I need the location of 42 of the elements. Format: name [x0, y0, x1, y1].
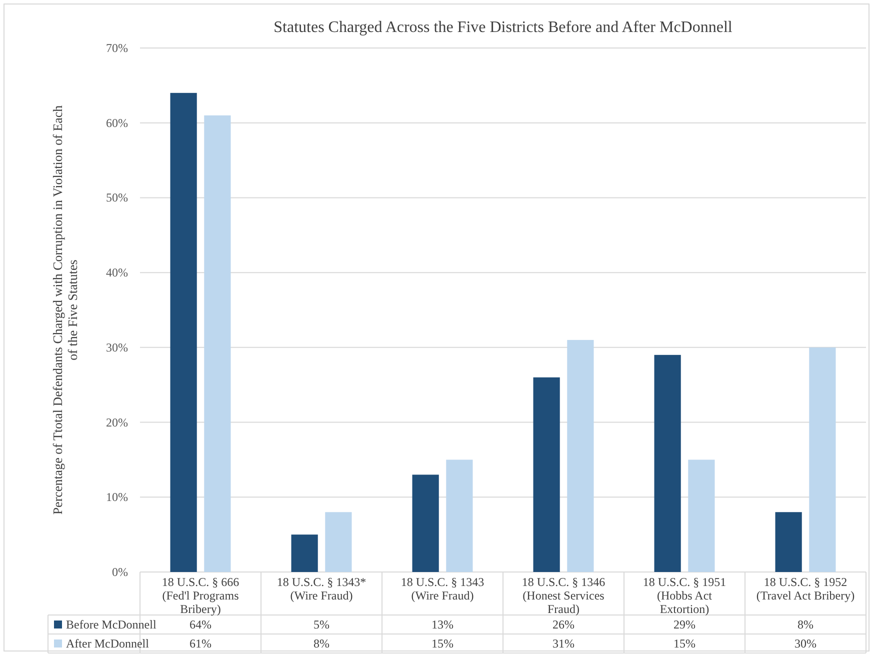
- y-tick-label: 0%: [112, 565, 128, 579]
- y-tick-label: 30%: [106, 340, 128, 354]
- legend-label: Before McDonnell: [66, 618, 157, 632]
- data-label: 61%: [190, 636, 212, 650]
- bar: [170, 92, 197, 572]
- x-tick-label: 18 U.S.C. § 1343 (Wire Fraud): [400, 575, 484, 602]
- data-label: 15%: [432, 636, 454, 650]
- chart-title: Statutes Charged Across the Five Districts Before and After McDonnell: [274, 19, 733, 36]
- x-tick-label: 18 U.S.C. § 1952 (Travel Act Bribery): [756, 575, 855, 602]
- y-tick-label: 10%: [106, 490, 128, 504]
- data-label: 31%: [552, 636, 574, 650]
- bar: [412, 474, 439, 572]
- bar: [688, 460, 715, 572]
- bar: [567, 340, 594, 572]
- data-label: 8%: [798, 618, 814, 632]
- y-axis-title: Percentage of Ttotal Defendants Charged with Corruption in Violation of Each of the Five Statutes: [50, 104, 80, 515]
- x-tick-label: 18 U.S.C. § 1951 (Hobbs Act Extortion): [642, 575, 726, 616]
- bar: [809, 347, 836, 572]
- y-tick-label: 50%: [106, 190, 128, 205]
- y-tick-label: 20%: [106, 415, 128, 430]
- bar: [654, 354, 681, 572]
- y-tick-label: 70%: [106, 41, 128, 55]
- data-label: 30%: [794, 636, 816, 650]
- bar: [775, 512, 802, 572]
- x-tick-label: 18 U.S.C. § 1343* (Wire Fraud): [276, 575, 366, 602]
- data-label: 15%: [674, 636, 696, 650]
- data-label: 26%: [552, 618, 574, 632]
- legend-label: After McDonnell: [66, 636, 150, 650]
- data-label: 64%: [190, 618, 212, 632]
- data-label: 29%: [674, 618, 696, 632]
- bar: [533, 377, 560, 572]
- x-tick-label: 18 U.S.C. § 1346 (Honest Services Fraud): [522, 575, 606, 616]
- data-label: 5%: [314, 618, 330, 632]
- data-label: 13%: [432, 618, 454, 632]
- bar: [204, 115, 231, 572]
- bar: [325, 512, 352, 572]
- y-tick-label: 40%: [106, 266, 128, 280]
- y-tick-label: 60%: [106, 116, 128, 130]
- bar: [291, 534, 318, 572]
- x-tick-label: 18 U.S.C. § 666 (Fed'l Programs Bribery): [162, 575, 240, 616]
- bar: [446, 460, 473, 572]
- data-label: 8%: [314, 636, 330, 650]
